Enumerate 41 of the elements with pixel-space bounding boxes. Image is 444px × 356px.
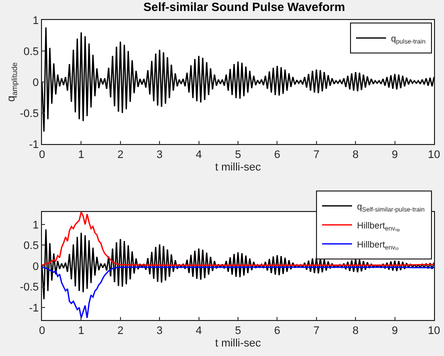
x-tick-label: 6 (274, 325, 280, 338)
chart-title: Self-similar Sound Pulse Waveform (143, 0, 346, 14)
x-tick-label: 4 (196, 149, 202, 162)
x-tick-label: 4 (196, 325, 202, 338)
line-series (42, 26, 434, 132)
y-tick-label: 0.5 (24, 240, 39, 252)
x-tick-label: 2 (117, 325, 124, 338)
x-tick-label: 9 (392, 149, 398, 162)
y-tick-label: 0 (32, 76, 39, 89)
y-tick-label: 0.5 (24, 46, 39, 58)
y-tick-label: -0.5 (20, 282, 39, 294)
legend-label: Hillbert$_{envᵤₚ}$ (357, 220, 401, 232)
x-tick-label: 5 (234, 149, 242, 162)
x-tick-label: 8 (352, 149, 359, 162)
x-tick-label: 3 (156, 325, 163, 338)
x-tick-label: 3 (156, 149, 163, 162)
legend-label: Hillbert$_{envₗₒ}$ (357, 239, 400, 252)
x-tick-label: 9 (392, 325, 398, 338)
x-tick-label: 7 (313, 325, 320, 338)
line-series (42, 266, 434, 319)
x-tick-label: 10 (428, 325, 440, 338)
line-series (42, 228, 434, 300)
y-tick-label: 1 (32, 219, 39, 232)
x-tick-label: 5 (234, 325, 242, 338)
x-tick-label: 1 (78, 325, 84, 338)
x-tick-label: 7 (313, 149, 320, 162)
x-tick-label: 10 (428, 149, 440, 162)
x-tick-label: 1 (78, 149, 84, 162)
x-axis-title: t milli-sec (215, 337, 262, 350)
y-tick-label: -0.5 (20, 108, 39, 120)
x-axis-title: t milli-sec (215, 161, 262, 174)
y-tick-label: 0 (32, 260, 39, 273)
y-tick-label: -1 (29, 138, 39, 151)
line-series (42, 212, 434, 266)
y-tick-label: 1 (32, 14, 39, 27)
x-tick-label: 8 (352, 325, 359, 338)
legend-label: q$_{Self-similar-pulse-train}$ (357, 201, 426, 214)
x-tick-label: 2 (117, 149, 124, 162)
x-tick-label: 6 (274, 149, 280, 162)
legend-label: q$_{pulse-train}$ (391, 33, 426, 46)
y-tick-label: -1 (29, 302, 39, 314)
